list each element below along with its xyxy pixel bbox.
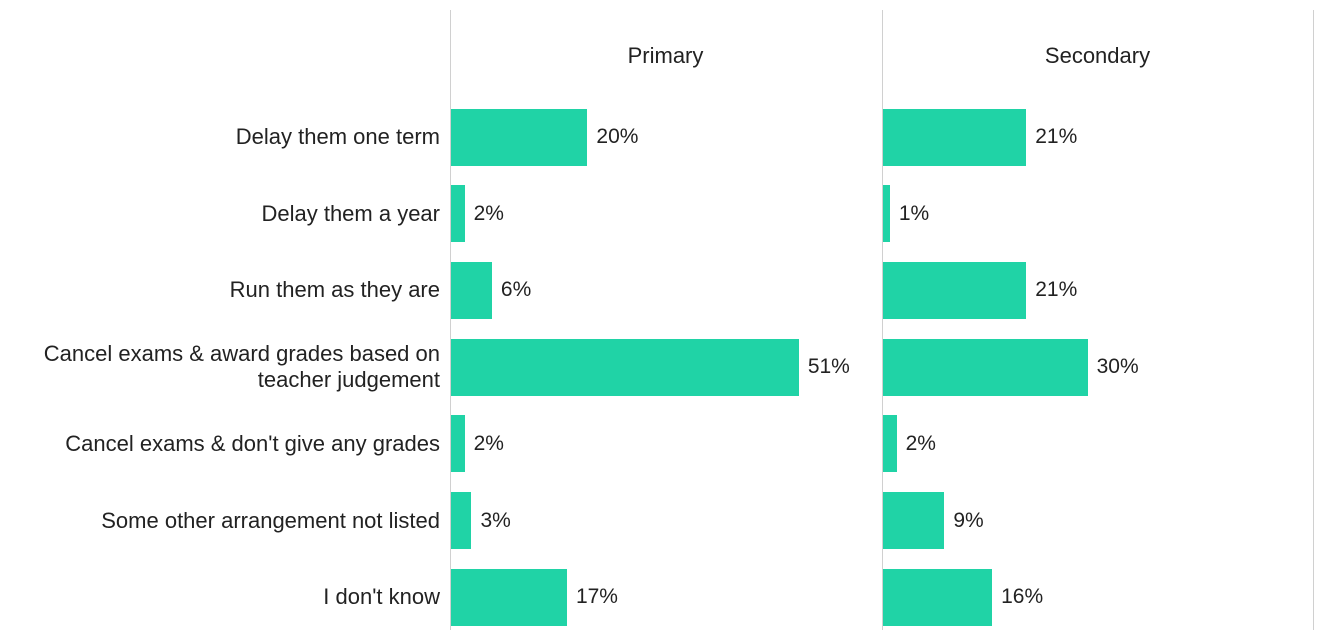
value-label: 16% [1001,585,1044,609]
value-label: 6% [500,278,532,302]
category-label: Some other arrangement not listed [101,507,440,533]
panel-title: Primary [627,43,704,68]
value-label: 21% [1035,125,1078,148]
bar [883,185,890,243]
value-label: 51% [807,355,850,379]
bar [451,108,588,166]
value-label: 3% [480,508,511,532]
value-label: 2% [473,201,504,225]
value-label: 2% [905,431,936,455]
bar [451,261,492,319]
bar [451,492,472,549]
value-label: 2% [473,431,504,455]
category-label: Cancel exams & don't give any grades [65,430,440,456]
value-label: 1% [898,201,930,225]
bar [883,338,1088,396]
bar [883,492,945,549]
category-label: Run them as they are [229,277,440,303]
bar [451,568,567,626]
category-label: Cancel exams & award grades based on tea… [43,341,440,393]
value-label: 17% [575,585,618,609]
bar [883,108,1027,166]
value-label: 20% [596,125,639,148]
category-label: Delay them a year [261,200,440,226]
category-label: Delay them one term [235,124,440,149]
value-label: 21% [1035,278,1078,302]
panel-divider [882,10,883,630]
bar [883,415,897,473]
value-label: 30% [1096,355,1139,379]
bar [883,261,1027,319]
bar [883,568,993,626]
panel-divider [450,10,451,630]
value-label: 9% [953,508,984,532]
category-label: I don't know [323,584,440,610]
bar [451,185,465,243]
bar [451,415,465,473]
panel-divider [1313,10,1314,630]
bar [451,338,799,396]
panel-title: Secondary [1044,43,1151,68]
